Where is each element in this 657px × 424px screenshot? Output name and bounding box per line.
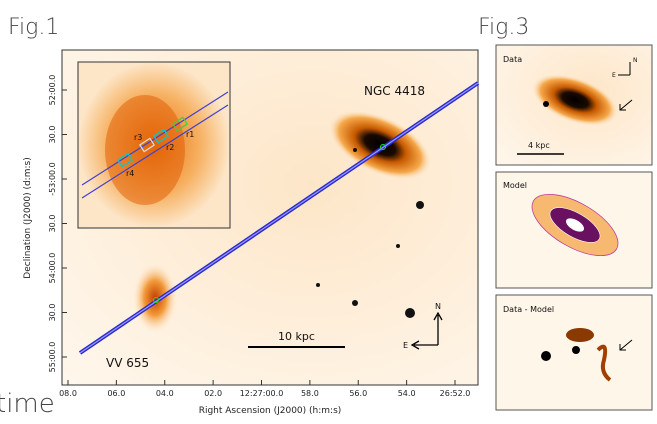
panel-north: N [633,57,638,64]
y-axis-label: Declination (J2000) (d:m:s) [23,157,33,278]
region-label: r3 [134,133,142,142]
panel-galaxy [532,74,618,126]
y-tick-label: 55:00.0 [48,342,57,373]
stars [316,148,424,318]
panel-scale: 4 kpc [528,141,550,150]
inset-boxes [116,116,189,168]
galaxy-ngc [328,110,432,180]
north-label: N [435,302,441,311]
x-tick-label: 54.0 [398,389,416,398]
y-tick-label: 30.0 [48,126,57,144]
panel-label: Data [503,55,522,64]
slit-inner [79,82,479,354]
inset-galaxy [105,95,185,205]
x-axis-label: Right Ascension (J2000) (h:m:s) [199,406,342,416]
fig3-title: Fig.3 [478,15,529,40]
ngc-label: NGC 4418 [364,84,425,98]
x-tick-label: 06.0 [107,389,125,398]
x-tick-label: 02.0 [204,389,222,398]
inset-slit [81,104,229,199]
compass [410,311,443,350]
region-label: r2 [166,143,174,152]
y-tick-label: 52:00.0 [48,75,57,106]
marker [153,297,159,303]
vv-label: VV 655 [106,356,149,370]
fig1-title: Fig.1 [8,15,59,40]
x-tick-label: 08.0 [59,389,77,398]
residuals [541,328,612,382]
y-tick-label: 30.0 [48,215,57,233]
panel-arrow [619,339,633,351]
region-label: r1 [186,130,194,139]
east-label: E [403,341,408,350]
panel-arrows [618,62,633,111]
y-tick-label: 54:00.0 [48,253,57,284]
side-text: time [0,389,55,419]
model-core [565,218,585,232]
panel-label: Data - Model [503,305,554,314]
scale-label: 10 kpc [278,330,315,343]
y-tick-label: -53:00.0 [48,162,57,196]
x-tick-label: 04.0 [156,389,174,398]
panel-frame [495,294,653,411]
x-tick-label: 56.0 [349,389,367,398]
panel-label: Model [503,181,527,190]
y-tick-label: 30.0 [48,304,57,322]
x-tick-label: 58.0 [301,389,319,398]
star [543,101,549,107]
x-tick-label: 12:27:00.0 [240,389,284,398]
x-tick-label: 26:52.0 [440,389,471,398]
panel-east: E [612,72,616,79]
region-label: r4 [126,169,134,178]
marker [380,144,386,150]
